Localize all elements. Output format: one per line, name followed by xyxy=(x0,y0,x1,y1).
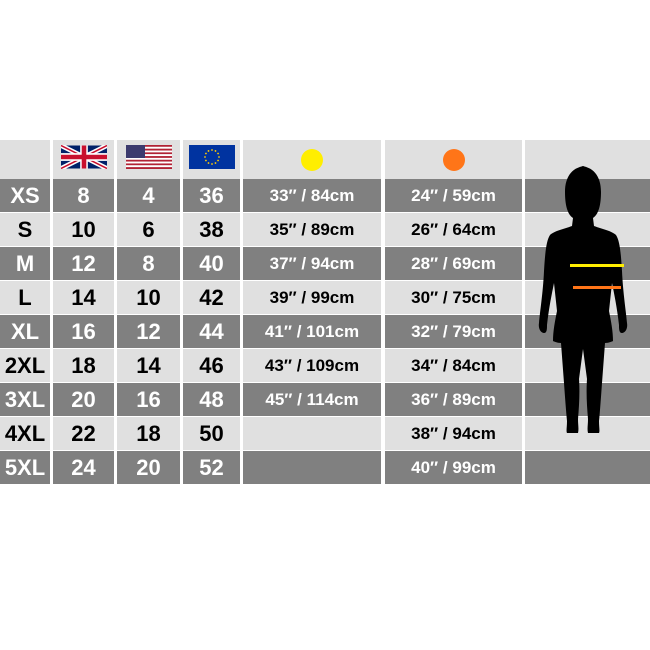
size-cell: XS xyxy=(0,179,50,212)
size-cell: 3XL xyxy=(0,383,50,416)
us-cell: 6 xyxy=(117,213,180,246)
waist-cell: 38″ / 94cm xyxy=(385,417,522,450)
eu-cell: 40 xyxy=(183,247,240,280)
uk-cell: 14 xyxy=(53,281,114,314)
us-cell: 12 xyxy=(117,315,180,348)
waist-cell: 24″ / 59cm xyxy=(385,179,522,212)
eu-column: 36 38 40 42 44 46 48 50 52 xyxy=(183,140,240,485)
waist-column: 24″ / 59cm 26″ / 64cm 28″ / 69cm 30″ / 75cm… xyxy=(385,140,522,485)
eu-cell: 52 xyxy=(183,451,240,484)
us-column: 4 6 8 10 12 14 16 18 20 xyxy=(117,140,180,485)
waist-header xyxy=(385,140,522,179)
size-cell: M xyxy=(0,247,50,280)
figure-row-cell xyxy=(525,451,650,484)
waist-cell: 40″ / 99cm xyxy=(385,451,522,484)
waist-cell: 36″ / 89cm xyxy=(385,383,522,416)
size-header xyxy=(0,140,50,179)
eu-cell: 42 xyxy=(183,281,240,314)
waist-cell: 30″ / 75cm xyxy=(385,281,522,314)
bust-cell xyxy=(243,417,381,450)
bust-cell: 33″ / 84cm xyxy=(243,179,381,212)
uk-cell: 24 xyxy=(53,451,114,484)
eu-cell: 36 xyxy=(183,179,240,212)
uk-cell: 10 xyxy=(53,213,114,246)
uk-cell: 12 xyxy=(53,247,114,280)
uk-header xyxy=(53,140,114,179)
bust-cell xyxy=(243,451,381,484)
size-column: XS S M L XL 2XL 3XL 4XL 5XL xyxy=(0,140,50,485)
us-cell: 4 xyxy=(117,179,180,212)
figure-row-cell xyxy=(525,417,650,450)
us-header xyxy=(117,140,180,179)
eu-cell: 50 xyxy=(183,417,240,450)
us-cell: 18 xyxy=(117,417,180,450)
uk-flag-icon xyxy=(59,143,108,174)
waist-cell: 32″ / 79cm xyxy=(385,315,522,348)
eu-header xyxy=(183,140,240,179)
bust-cell: 37″ / 94cm xyxy=(243,247,381,280)
size-cell: 5XL xyxy=(0,451,50,484)
bust-cell: 45″ / 114cm xyxy=(243,383,381,416)
us-cell: 16 xyxy=(117,383,180,416)
bust-column: 33″ / 84cm 35″ / 89cm 37″ / 94cm 39″ / 99cm… xyxy=(243,140,381,485)
uk-cell: 22 xyxy=(53,417,114,450)
us-flag-icon xyxy=(125,145,172,174)
bust-cell: 35″ / 89cm xyxy=(243,213,381,246)
bust-header xyxy=(243,140,381,179)
us-cell: 10 xyxy=(117,281,180,314)
waist-cell: 26″ / 64cm xyxy=(385,213,522,246)
size-cell: L xyxy=(0,281,50,314)
bust-cell: 41″ / 101cm xyxy=(243,315,381,348)
us-cell: 14 xyxy=(117,349,180,382)
waist-dot-icon xyxy=(442,148,465,171)
eu-cell: 38 xyxy=(183,213,240,246)
waist-line xyxy=(573,286,621,289)
eu-cell: 48 xyxy=(183,383,240,416)
female-silhouette-icon xyxy=(538,166,628,433)
uk-cell: 16 xyxy=(53,315,114,348)
uk-cell: 18 xyxy=(53,349,114,382)
eu-flag-icon xyxy=(188,145,235,174)
bust-cell: 39″ / 99cm xyxy=(243,281,381,314)
size-cell: S xyxy=(0,213,50,246)
bust-dot-icon xyxy=(301,148,323,171)
eu-cell: 44 xyxy=(183,315,240,348)
size-cell: 4XL xyxy=(0,417,50,450)
bust-cell: 43″ / 109cm xyxy=(243,349,381,382)
bust-line xyxy=(570,264,624,267)
us-cell: 20 xyxy=(117,451,180,484)
eu-cell: 46 xyxy=(183,349,240,382)
uk-cell: 20 xyxy=(53,383,114,416)
waist-cell: 34″ / 84cm xyxy=(385,349,522,382)
size-cell: XL xyxy=(0,315,50,348)
uk-cell: 8 xyxy=(53,179,114,212)
uk-column: 8 10 12 14 16 18 20 22 24 xyxy=(53,140,114,485)
waist-cell: 28″ / 69cm xyxy=(385,247,522,280)
size-cell: 2XL xyxy=(0,349,50,382)
us-cell: 8 xyxy=(117,247,180,280)
